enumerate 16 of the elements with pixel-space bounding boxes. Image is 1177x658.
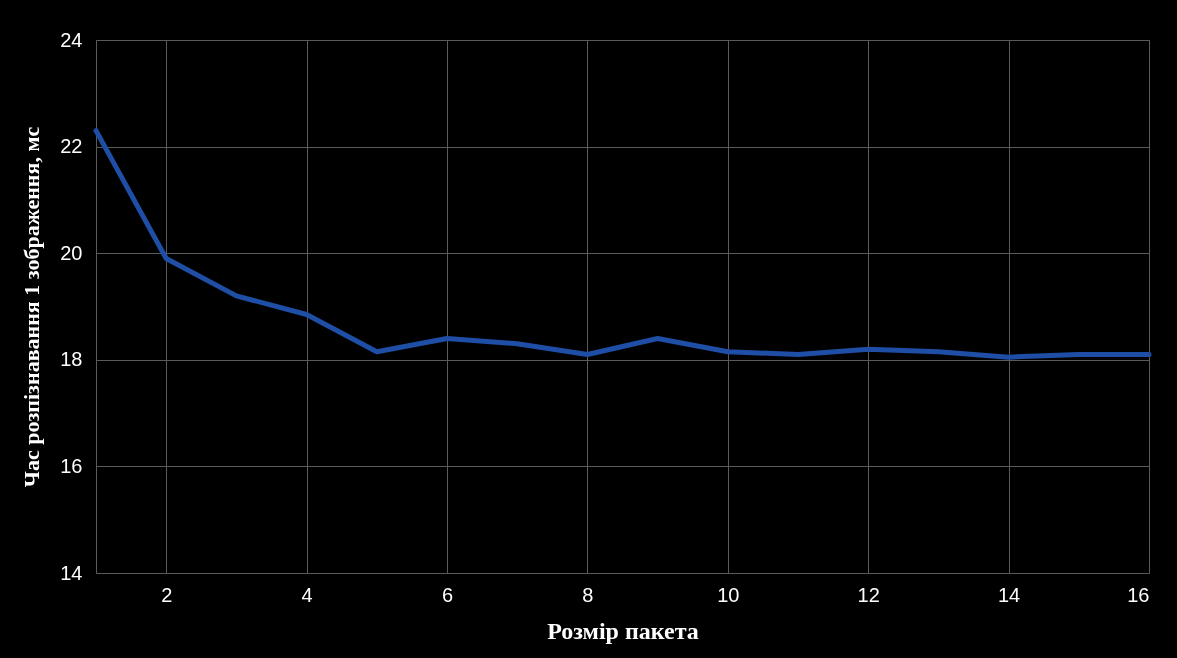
x-tick-label: 6 (441, 583, 454, 606)
x-axis-title: Розмір пакета (547, 617, 699, 644)
y-tick-label: 24 (60, 28, 83, 51)
y-tick-label: 16 (60, 454, 83, 477)
y-tick-label: 18 (60, 348, 83, 371)
x-tick-label: 16 (1127, 583, 1150, 606)
y-axis-title: Час розпізнавання 1 зображення, мс (19, 126, 45, 488)
x-tick-label: 12 (857, 583, 880, 606)
x-tick-label: 10 (717, 583, 740, 606)
y-tick-label: 20 (60, 241, 83, 264)
x-tick-label: 2 (161, 583, 173, 606)
x-tick-label: 14 (997, 583, 1021, 606)
y-tick-label: 22 (60, 135, 83, 158)
y-tick-label: 14 (60, 561, 83, 584)
x-tick-label: 4 (301, 583, 313, 606)
x-tick-label: 8 (582, 583, 594, 606)
